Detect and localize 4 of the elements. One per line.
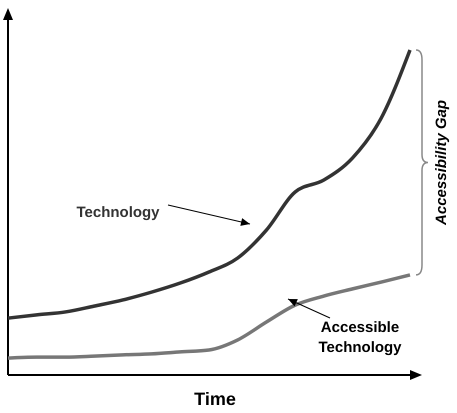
text: Accessibility Gap	[433, 100, 450, 226]
series-label: Accessible Technology	[318, 319, 402, 356]
x-axis-title: Time	[194, 389, 236, 409]
text: Technology	[76, 204, 160, 221]
